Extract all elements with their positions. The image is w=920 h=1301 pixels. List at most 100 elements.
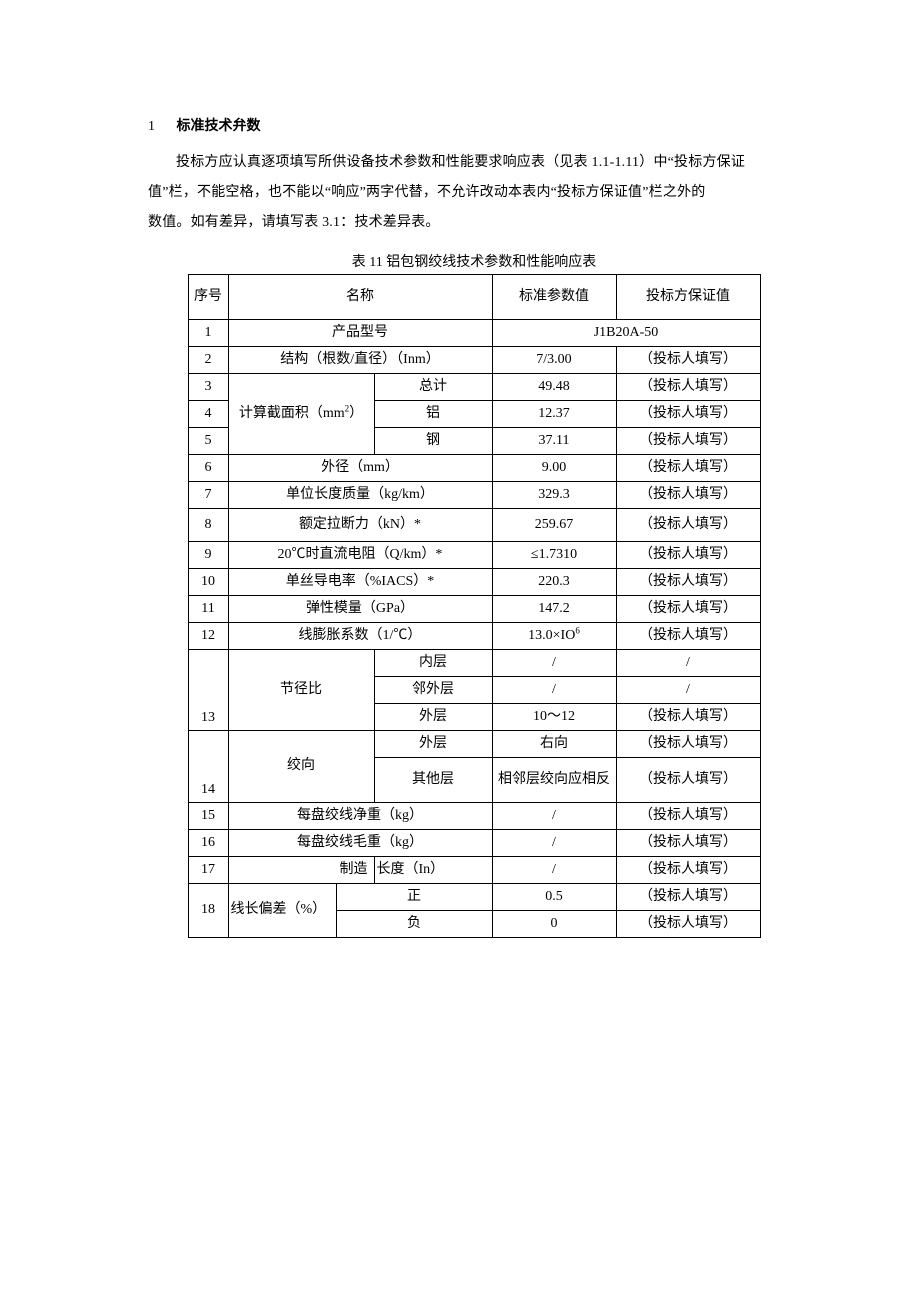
table-row: 16 每盘绞线毛重（kg） / （投标人填写） [188,830,760,857]
intro-paragraph-line3: 数值。如有差异，请填写表 3.1：技术差异表。 [148,209,800,237]
cell-name: 外径（mm） [228,455,492,482]
table-row: 10 单丝导电率（%IACS）* 220.3 （投标人填写） [188,569,760,596]
cell-std: / [492,830,616,857]
cell-bid: （投标人填写） [616,482,760,509]
cell-name-group: 计算截面积（mm2） [228,374,374,455]
heading-title: 标准技术弁数 [177,119,261,134]
cell-name: 每盘绞线毛重（kg） [228,830,492,857]
cell-bid: （投标人填写） [616,803,760,830]
cell-seq: 5 [188,428,228,455]
document-page: 1 标准技术弁数 投标方应认真逐项填写所供设备技术参数和性能要求响应表（见表 1… [0,0,920,978]
cell-bid: （投标人填写） [616,569,760,596]
header-bid: 投标方保证值 [616,275,760,320]
cell-seq: 17 [188,857,228,884]
cell-sub: 正 [336,884,492,911]
table-row: 1 产品型号 J1B20A-50 [188,320,760,347]
cell-bid: （投标人填写） [616,623,760,650]
cell-std: 259.67 [492,509,616,542]
table-row: 3 计算截面积（mm2） 总计 49.48 （投标人填写） [188,374,760,401]
intro-paragraph-line1: 投标方应认真逐项填写所供设备技术参数和性能要求响应表（见表 1.1-1.11）中… [148,149,800,177]
cell-bid: （投标人填写） [616,830,760,857]
table-row: 8 额定拉断力（kN）* 259.67 （投标人填写） [188,509,760,542]
cell-std: ≤1.7310 [492,542,616,569]
cell-name: 线膨胀系数（1/℃） [228,623,492,650]
cell-bid: （投标人填写） [616,857,760,884]
cell-seq: 6 [188,455,228,482]
cell-sub: 内层 [374,650,492,677]
cell-std: 13.0×IO6 [492,623,616,650]
cell-std: / [492,650,616,677]
cell-std: / [492,803,616,830]
cell-name: 单位长度质量（kg/km） [228,482,492,509]
cell-seq: 15 [188,803,228,830]
cell-seq: 16 [188,830,228,857]
cell-std: 37.11 [492,428,616,455]
table-caption: 表 11 铝包钢绞线技术参数和性能响应表 [148,251,800,271]
section-heading: 1 标准技术弁数 [148,115,800,135]
table-row: 2 结构（根数/直径）（Inm） 7/3.00 （投标人填写） [188,347,760,374]
cell-std: 相邻层绞向应相反 [492,758,616,803]
table-header-row: 序号 名称 标准参数值 投标方保证值 [188,275,760,320]
table-row: 18 线长偏差（%） 正 0.5 （投标人填写） [188,884,760,911]
cell-sub: 铝 [374,401,492,428]
cell-sub: 邻外层 [374,677,492,704]
cell-name: 单丝导电率（%IACS）* [228,569,492,596]
cell-std: 10～12 [492,704,616,731]
cell-std: 49.48 [492,374,616,401]
cell-sub: 钢 [374,428,492,455]
cell-sub: 负 [336,911,492,938]
table-row: 7 单位长度质量（kg/km） 329.3 （投标人填写） [188,482,760,509]
cell-seq: 3 [188,374,228,401]
cell-sub: 外层 [374,731,492,758]
cell-std: 329.3 [492,482,616,509]
cell-name-group: 绞向 [228,731,374,803]
cell-seq: 1 [188,320,228,347]
cell-seq: 12 [188,623,228,650]
spec-table: 序号 名称 标准参数值 投标方保证值 1 产品型号 J1B20A-50 2 结构… [188,274,761,938]
table-row: 9 20℃时直流电阻（Q/km）* ≤1.7310 （投标人填写） [188,542,760,569]
cell-bid: / [616,677,760,704]
cell-name-left: 制造 [228,857,374,884]
cell-std: 220.3 [492,569,616,596]
header-std: 标准参数值 [492,275,616,320]
cell-std: 12.37 [492,401,616,428]
table-row: 14 绞向 外层 右向 （投标人填写） [188,731,760,758]
cell-name: 20℃时直流电阻（Q/km）* [228,542,492,569]
table-row: 17 制造 长度（In） / （投标人填写） [188,857,760,884]
cell-merged-value: J1B20A-50 [492,320,760,347]
cell-bid: （投标人填写） [616,401,760,428]
cell-sub: 外层 [374,704,492,731]
cell-sub: 总计 [374,374,492,401]
header-seq: 序号 [188,275,228,320]
cell-seq: 8 [188,509,228,542]
table-row: 13 节径比 内层 / / [188,650,760,677]
cell-name: 弹性模量（GPa） [228,596,492,623]
cell-seq: 10 [188,569,228,596]
header-name: 名称 [228,275,492,320]
cell-bid: （投标人填写） [616,347,760,374]
cell-seq: 7 [188,482,228,509]
cell-bid: （投标人填写） [616,758,760,803]
cell-seq: 2 [188,347,228,374]
cell-bid: （投标人填写） [616,509,760,542]
cell-name-group: 线长偏差（%） [228,884,336,938]
cell-std: / [492,857,616,884]
cell-std: 9.00 [492,455,616,482]
cell-seq: 11 [188,596,228,623]
cell-std: 7/3.00 [492,347,616,374]
cell-bid: / [616,650,760,677]
cell-std: 147.2 [492,596,616,623]
table-row: 15 每盘绞线净重（kg） / （投标人填写） [188,803,760,830]
table-row: 6 外径（mm） 9.00 （投标人填写） [188,455,760,482]
cell-bid: （投标人填写） [616,704,760,731]
cell-name: 结构（根数/直径）（Inm） [228,347,492,374]
table-row: 11 弹性模量（GPa） 147.2 （投标人填写） [188,596,760,623]
cell-bid: （投标人填写） [616,455,760,482]
cell-bid: （投标人填写） [616,911,760,938]
cell-std: 0 [492,911,616,938]
cell-bid: （投标人填写） [616,374,760,401]
cell-seq: 4 [188,401,228,428]
cell-name-right: 长度（In） [374,857,492,884]
cell-std: / [492,677,616,704]
cell-std: 右向 [492,731,616,758]
